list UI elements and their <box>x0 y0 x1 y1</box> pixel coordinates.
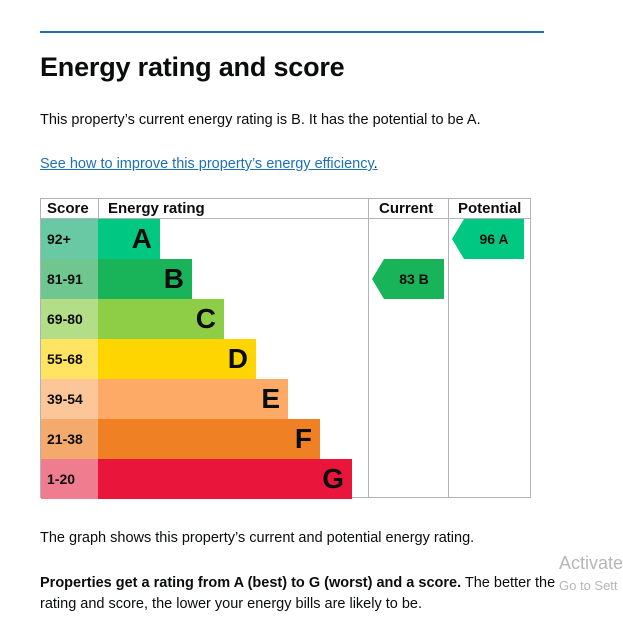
band-bar-d: D <box>98 339 256 379</box>
rating-note-bold: Properties get a rating from A (best) to… <box>40 575 462 591</box>
band-letter: E <box>261 383 280 414</box>
intro-text: This property’s current energy rating is… <box>40 112 481 128</box>
band-score-range: 92+ <box>41 219 98 259</box>
band-score-range: 81-91 <box>41 259 98 299</box>
band-score-range: 21-38 <box>41 419 98 459</box>
header-current: Current <box>379 200 434 217</box>
band-bar-a: A <box>98 219 160 259</box>
header-potential: Potential <box>458 200 522 217</box>
activate-windows-watermark: Activate <box>559 553 623 573</box>
improve-efficiency-link-wrap: See how to improve this property’s energ… <box>40 156 378 172</box>
potential-column-divider <box>448 199 449 497</box>
current-rating-label: 83 B <box>399 271 429 287</box>
potential-rating-label: 96 A <box>479 231 509 247</box>
band-letter: B <box>163 263 184 294</box>
potential-rating-arrow: 96 A <box>452 219 524 259</box>
settings-watermark: Go to Sett <box>559 578 618 593</box>
band-letter: D <box>227 343 248 374</box>
band-letter: G <box>322 463 344 494</box>
link-suffix: . <box>373 156 378 172</box>
header-divider <box>41 218 530 219</box>
header-energy-rating: Energy rating <box>108 200 205 217</box>
band-letter: F <box>294 423 312 454</box>
rating-note-rest: The better the rating and score, the low… <box>40 575 556 612</box>
energy-rating-table: Score Energy rating Current Potential 92… <box>40 198 531 499</box>
band-letter: C <box>195 303 216 334</box>
band-bar-b: B <box>98 259 192 299</box>
band-bar-c: C <box>98 299 224 339</box>
section-divider <box>40 31 544 33</box>
graph-note: The graph shows this property’s current … <box>40 530 475 546</box>
improve-efficiency-link[interactable]: See how to improve this property’s energ… <box>40 156 374 172</box>
band-bar-e: E <box>98 379 288 419</box>
band-score-range: 1-20 <box>41 459 98 499</box>
band-score-range: 55-68 <box>41 339 98 379</box>
band-score-range: 69-80 <box>41 299 98 339</box>
band-score-range: 39-54 <box>41 379 98 419</box>
rating-note: Properties get a rating from A (best) to… <box>40 573 560 615</box>
band-letter: A <box>131 223 152 254</box>
band-bar-f: F <box>98 419 320 459</box>
page-title: Energy rating and score <box>40 52 345 82</box>
header-score: Score <box>47 200 89 217</box>
current-rating-arrow: 83 B <box>372 259 444 299</box>
band-bar-g: G <box>98 459 352 499</box>
current-column-divider <box>368 199 369 497</box>
